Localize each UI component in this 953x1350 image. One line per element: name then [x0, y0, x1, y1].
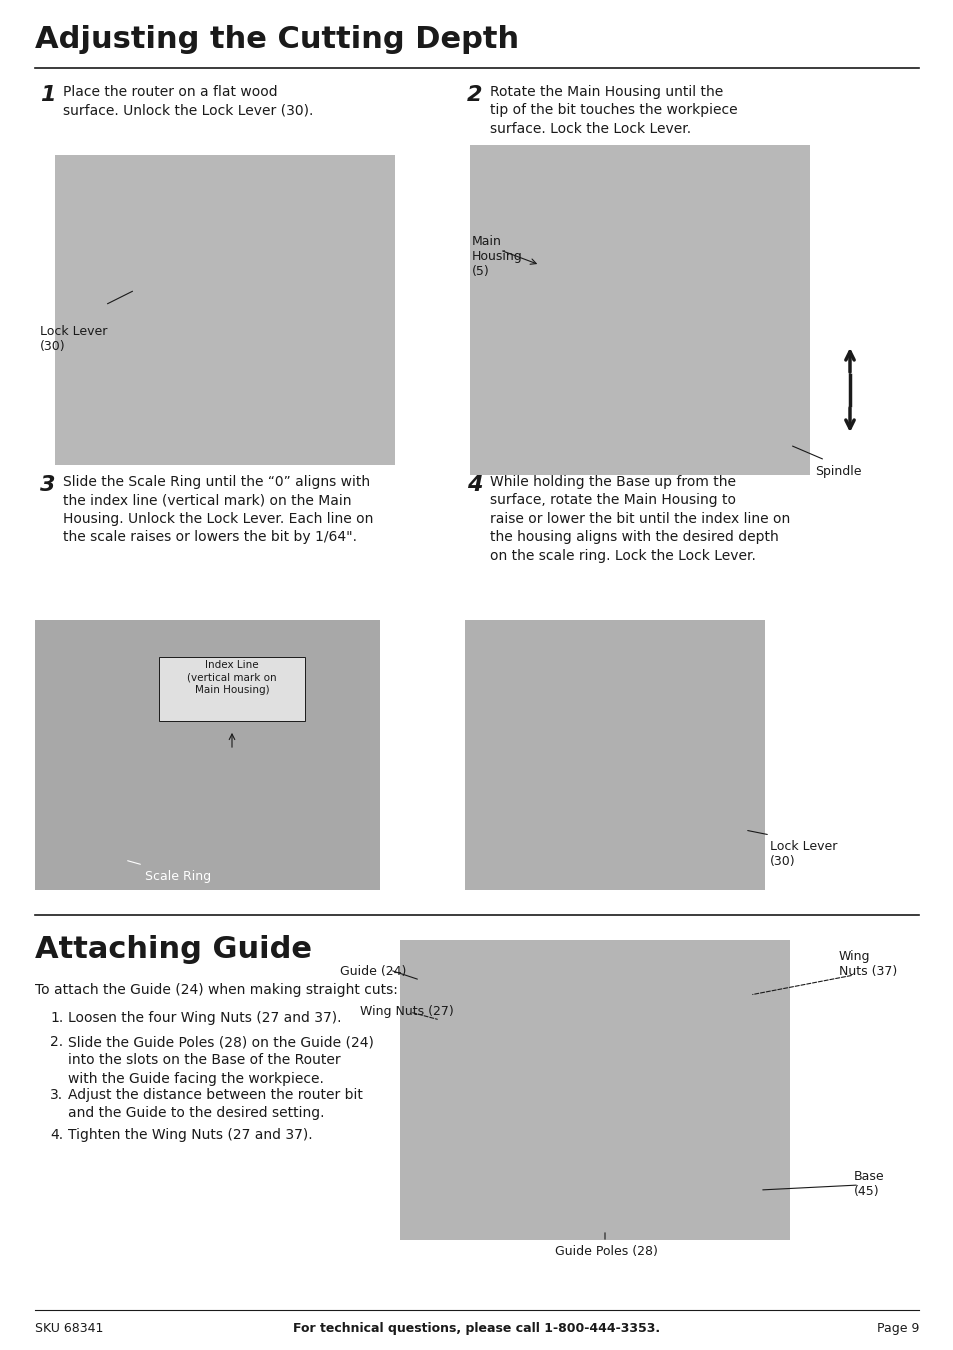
- Text: Slide the Scale Ring until the “0” aligns with
the index line (vertical mark) on: Slide the Scale Ring until the “0” align…: [63, 475, 373, 544]
- Text: 1: 1: [40, 85, 55, 105]
- Text: 4.: 4.: [50, 1129, 63, 1142]
- FancyBboxPatch shape: [55, 155, 395, 464]
- Text: Page 9: Page 9: [876, 1322, 918, 1335]
- Text: 2: 2: [467, 85, 482, 105]
- Text: Rotate the Main Housing until the
tip of the bit touches the workpiece
surface. : Rotate the Main Housing until the tip of…: [490, 85, 737, 136]
- Text: Wing
Nuts (37): Wing Nuts (37): [838, 950, 897, 977]
- Text: Guide (24): Guide (24): [339, 965, 406, 977]
- Text: Scale Ring: Scale Ring: [145, 869, 211, 883]
- Text: Spindle: Spindle: [814, 464, 861, 478]
- Text: Lock Lever
(30): Lock Lever (30): [40, 325, 108, 352]
- Text: Loosen the four Wing Nuts (27 and 37).: Loosen the four Wing Nuts (27 and 37).: [68, 1011, 341, 1025]
- Text: 1.: 1.: [50, 1011, 63, 1025]
- Text: Lock Lever
(30): Lock Lever (30): [769, 840, 837, 868]
- Text: SKU 68341: SKU 68341: [35, 1322, 103, 1335]
- Text: Adjust the distance between the router bit
and the Guide to the desired setting.: Adjust the distance between the router b…: [68, 1088, 362, 1120]
- Text: While holding the Base up from the
surface, rotate the Main Housing to
raise or : While holding the Base up from the surfa…: [490, 475, 789, 563]
- Text: Index Line
(vertical mark on
Main Housing): Index Line (vertical mark on Main Housin…: [187, 660, 276, 695]
- Text: 3.: 3.: [50, 1088, 63, 1102]
- FancyBboxPatch shape: [35, 620, 379, 890]
- Text: For technical questions, please call 1-800-444-3353.: For technical questions, please call 1-8…: [294, 1322, 659, 1335]
- FancyBboxPatch shape: [470, 144, 809, 475]
- Text: 2.: 2.: [50, 1035, 63, 1049]
- Text: 3: 3: [40, 475, 55, 495]
- Text: Adjusting the Cutting Depth: Adjusting the Cutting Depth: [35, 26, 518, 54]
- FancyBboxPatch shape: [399, 940, 789, 1241]
- Text: Attaching Guide: Attaching Guide: [35, 936, 312, 964]
- Text: Tighten the Wing Nuts (27 and 37).: Tighten the Wing Nuts (27 and 37).: [68, 1129, 313, 1142]
- Text: Main
Housing
(5): Main Housing (5): [472, 235, 522, 278]
- Text: Slide the Guide Poles (28) on the Guide (24)
into the slots on the Base of the R: Slide the Guide Poles (28) on the Guide …: [68, 1035, 374, 1085]
- Text: Place the router on a flat wood
surface. Unlock the Lock Lever (30).: Place the router on a flat wood surface.…: [63, 85, 313, 117]
- Text: Wing Nuts (27): Wing Nuts (27): [359, 1004, 454, 1018]
- Text: To attach the Guide (24) when making straight cuts:: To attach the Guide (24) when making str…: [35, 983, 397, 998]
- FancyBboxPatch shape: [464, 620, 764, 890]
- FancyBboxPatch shape: [159, 657, 305, 721]
- Text: Guide Poles (28): Guide Poles (28): [555, 1245, 658, 1258]
- Text: Base
(45): Base (45): [853, 1170, 883, 1197]
- Text: 4: 4: [467, 475, 482, 495]
